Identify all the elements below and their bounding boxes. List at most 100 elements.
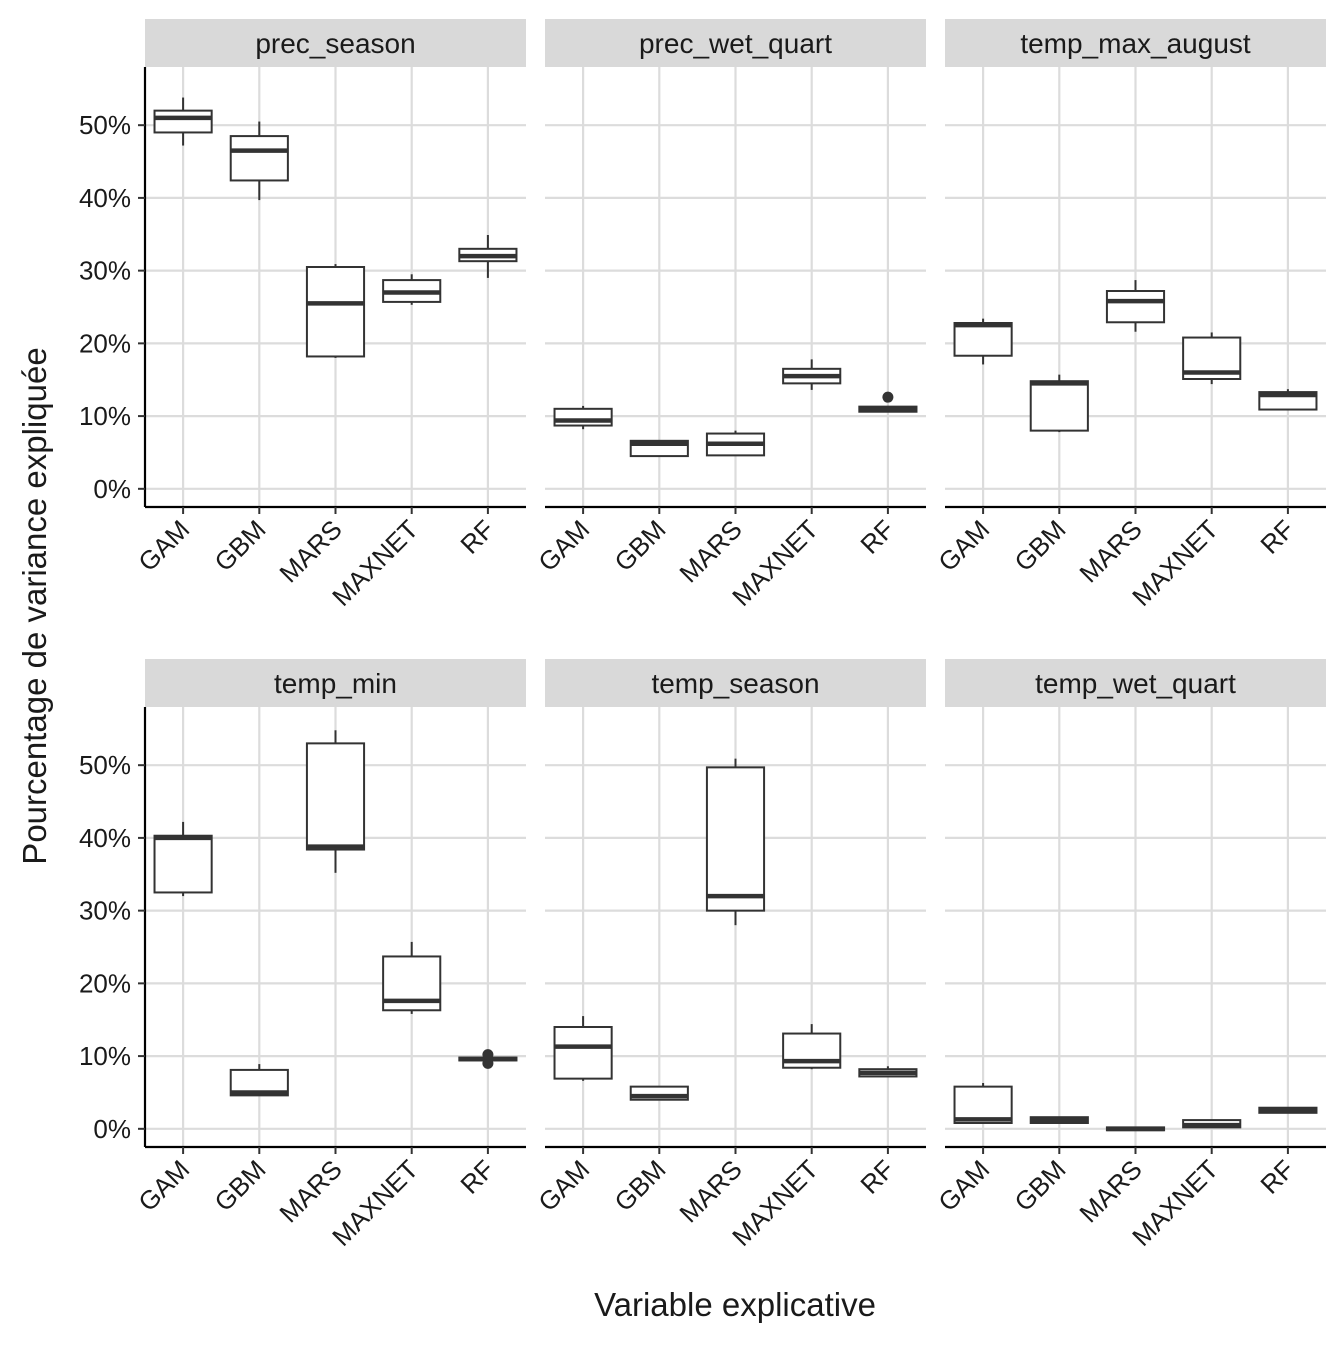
- box-maxnet: [1182, 332, 1242, 385]
- box-rf: [1258, 389, 1318, 411]
- box-iqr: [705, 766, 766, 912]
- box-mars: [305, 264, 366, 358]
- x-tick-label: GBM: [208, 514, 271, 577]
- box-maxnet: [782, 359, 842, 390]
- box-iqr: [553, 1026, 613, 1080]
- box-maxnet: [382, 274, 442, 305]
- box-iqr: [953, 1085, 1013, 1124]
- box-gbm: [1029, 1116, 1089, 1124]
- panel-title: prec_season: [255, 28, 415, 59]
- box-gam: [153, 97, 213, 146]
- panel-strip: [145, 659, 526, 707]
- y-tick-label: 10%: [79, 1041, 131, 1071]
- x-tick-label: GBM: [608, 1154, 671, 1217]
- box-gam: [553, 1016, 613, 1081]
- x-tick-label: RF: [1254, 1154, 1300, 1200]
- box-gam: [553, 405, 613, 430]
- box-iqr: [953, 322, 1013, 357]
- y-axis-title: Pourcentage de variance expliquée: [16, 347, 53, 864]
- y-tick-label: 50%: [79, 750, 131, 780]
- box-iqr: [553, 407, 613, 427]
- outlier-point: [482, 1049, 494, 1061]
- x-tick-label: MARS: [673, 514, 747, 588]
- x-tick-label: RF: [454, 514, 500, 560]
- box-iqr: [1105, 290, 1166, 324]
- panel-strip: [945, 19, 1326, 67]
- outlier-point: [482, 1057, 494, 1069]
- x-tick-label: GAM: [132, 1154, 195, 1217]
- x-tick-label: RF: [854, 514, 900, 560]
- x-tick-label: MARS: [1073, 1154, 1147, 1228]
- y-tick-label: 30%: [79, 256, 131, 286]
- y-tick-label: 40%: [79, 823, 131, 853]
- box-rf: [858, 391, 918, 413]
- panel-title: temp_season: [651, 668, 819, 699]
- box-iqr: [305, 742, 366, 851]
- box-gbm: [1029, 374, 1089, 433]
- panel-title: temp_min: [274, 668, 397, 699]
- x-tick-label: GAM: [132, 514, 195, 577]
- box-gbm: [629, 1085, 689, 1101]
- box-mars: [305, 730, 366, 873]
- x-tick-label: GBM: [1008, 1154, 1071, 1217]
- panel-title: temp_max_august: [1020, 28, 1251, 59]
- box-maxnet: [1182, 1119, 1242, 1129]
- box-mars: [1105, 1126, 1166, 1132]
- panel-title: temp_wet_quart: [1035, 668, 1236, 699]
- y-tick-label: 0%: [93, 474, 131, 504]
- box-mars: [705, 758, 766, 926]
- x-tick-label: RF: [854, 1154, 900, 1200]
- box-mars: [1105, 280, 1166, 332]
- x-tick-label: MARS: [1073, 514, 1147, 588]
- box-iqr: [1029, 380, 1089, 432]
- x-tick-label: GBM: [1008, 514, 1071, 577]
- box-iqr: [305, 266, 366, 358]
- x-tick-label: MARS: [673, 1154, 747, 1228]
- box-maxnet: [782, 1024, 842, 1070]
- panel-strip: [145, 19, 526, 67]
- panel-strip: [545, 19, 926, 67]
- x-tick-label: GAM: [932, 514, 995, 577]
- x-tick-label: GAM: [932, 1154, 995, 1217]
- x-axis-title: Variable explicative: [594, 1286, 876, 1323]
- box-rf: [458, 235, 518, 278]
- y-tick-label: 20%: [79, 328, 131, 358]
- box-rf: [1258, 1106, 1318, 1114]
- box-gbm: [629, 439, 689, 458]
- y-tick-label: 50%: [79, 110, 131, 140]
- box-gam: [153, 821, 213, 897]
- box-maxnet: [382, 941, 442, 1014]
- box-gam: [953, 318, 1013, 365]
- x-tick-label: MARS: [273, 1154, 347, 1228]
- box-rf: [858, 1066, 918, 1078]
- outlier-point: [882, 391, 894, 403]
- y-tick-label: 40%: [79, 183, 131, 213]
- box-gam: [953, 1083, 1013, 1124]
- x-tick-label: MARS: [273, 514, 347, 588]
- box-iqr: [153, 834, 213, 894]
- x-tick-label: GAM: [532, 1154, 595, 1217]
- box-gbm: [229, 1064, 289, 1097]
- x-tick-label: GBM: [608, 514, 671, 577]
- x-tick-label: GAM: [532, 514, 595, 577]
- y-tick-label: 10%: [79, 401, 131, 431]
- y-tick-label: 30%: [79, 896, 131, 926]
- panel-strip: [945, 659, 1326, 707]
- box-iqr: [229, 135, 289, 182]
- panel-title: prec_wet_quart: [639, 28, 832, 59]
- y-tick-label: 0%: [93, 1114, 131, 1144]
- box-rf: [458, 1049, 518, 1069]
- x-tick-label: RF: [454, 1154, 500, 1200]
- x-tick-label: RF: [1254, 514, 1300, 560]
- x-tick-label: GBM: [208, 1154, 271, 1217]
- box-iqr: [153, 109, 213, 134]
- box-mars: [705, 430, 766, 457]
